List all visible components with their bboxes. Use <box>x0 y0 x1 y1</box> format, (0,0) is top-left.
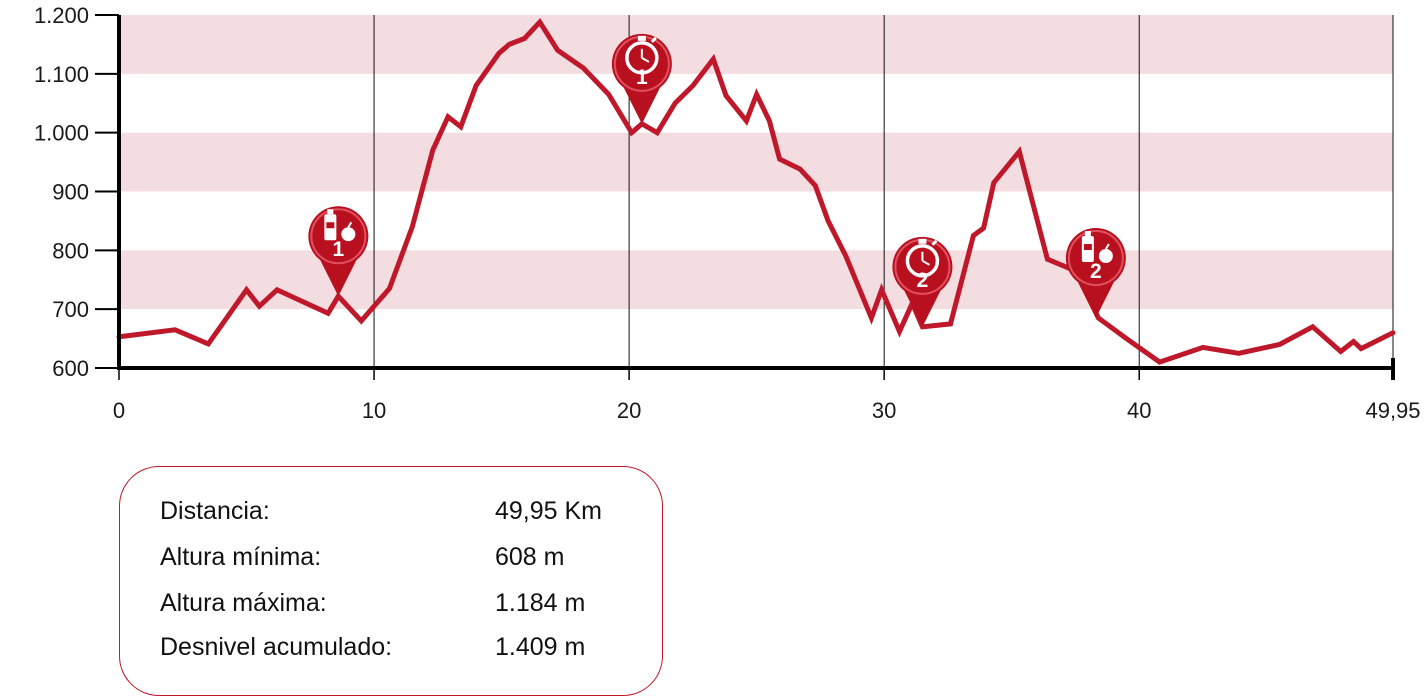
stopwatch-face <box>905 244 940 278</box>
stopwatch-icon <box>905 238 940 278</box>
y-tick-labels: 600 700 800 900 1.000 1.100 1.200 <box>34 3 119 381</box>
stopwatch-hand <box>641 56 650 63</box>
marker-pin-body <box>1065 227 1126 288</box>
band <box>119 15 1393 74</box>
stat-row-max-altitude: Altura máxima: 1.184 m <box>160 589 640 619</box>
y-tick-label: 800 <box>52 238 89 263</box>
apple-stem <box>347 221 353 228</box>
x-tick-label: 10 <box>362 398 386 423</box>
y-tick-label: 900 <box>52 180 89 205</box>
stat-label: Altura máxima: <box>160 589 327 617</box>
bottle-label <box>326 222 335 229</box>
apple-shape <box>341 227 356 242</box>
elevation-profile-chart: 600 700 800 900 1.000 1.100 1.200 0 10 20 30 40 49,… <box>34 3 1421 423</box>
elevation-line <box>116 18 1396 365</box>
chart-bands <box>119 15 1393 310</box>
marker-number: 1 <box>636 66 648 89</box>
marker-number: 2 <box>1090 260 1102 283</box>
stat-row-min-altitude: Altura mínima: 608 m <box>160 543 640 573</box>
bottle-cap <box>327 209 334 215</box>
series-layer <box>116 18 1396 365</box>
aid-station-marker: 2 <box>1065 227 1126 318</box>
x-tick-label: 30 <box>872 398 896 423</box>
stat-value: 1.184 m <box>495 589 586 617</box>
y-tick-label: 1.200 <box>34 3 89 28</box>
marker-pin-body <box>308 206 369 267</box>
stat-label: Altura mínima: <box>160 543 322 571</box>
aid-station-marker: 1 <box>308 206 369 297</box>
stopwatch-side-button <box>650 36 657 43</box>
stat-row-distance: Distancia: 49,95 Km <box>160 497 640 527</box>
marker-pin-body <box>892 236 953 297</box>
x-tick-label: 40 <box>1127 398 1151 423</box>
y-tick-label: 700 <box>52 297 89 322</box>
x-tick-labels: 0 10 20 30 40 49,95 <box>113 368 1421 423</box>
bottle-apple-icon <box>324 209 356 242</box>
bottle-apple-icon <box>1081 230 1113 263</box>
apple-stem <box>1105 243 1110 250</box>
x-tick-label: 49,95 <box>1365 398 1420 423</box>
x-tick-label: 0 <box>113 398 125 423</box>
band <box>119 132 1393 192</box>
stat-value: 49,95 Km <box>495 497 603 525</box>
band <box>119 250 1393 310</box>
stopwatch-face <box>625 41 659 75</box>
stopwatch-button <box>637 35 646 41</box>
y-tick-label: 1.100 <box>34 62 89 87</box>
marker-pin-ring <box>1067 229 1124 286</box>
x-tick-label: 20 <box>617 398 641 423</box>
bottle-cap <box>1084 230 1091 236</box>
stat-label: Desnivel acumulado: <box>160 633 393 661</box>
stat-label: Distancia: <box>160 497 270 525</box>
marker-number: 1 <box>333 238 345 261</box>
bottle-label <box>1083 243 1092 250</box>
stopwatch-side-button <box>931 239 938 246</box>
y-tick-label: 1.000 <box>34 121 89 146</box>
stopwatch-hand <box>921 259 930 266</box>
stat-value: 1.409 m <box>495 633 586 661</box>
route-markers: 1 1 2 2 <box>308 33 1126 327</box>
stat-value: 608 m <box>495 543 565 571</box>
marker-pin-ring <box>310 208 367 265</box>
marker-number: 2 <box>917 269 929 292</box>
marker-pin-body <box>611 33 672 94</box>
control-point-marker: 2 <box>892 236 953 327</box>
apple-shape <box>1098 248 1113 263</box>
stat-row-elevation-gain: Desnivel acumulado: 1.409 m <box>160 633 640 663</box>
route-stats-box: Distancia: 49,95 Km Altura mínima: 608 m… <box>119 466 663 696</box>
stopwatch-icon <box>625 35 659 75</box>
stopwatch-button <box>918 238 927 244</box>
y-tick-label: 600 <box>52 356 89 381</box>
control-point-marker: 1 <box>611 33 672 124</box>
